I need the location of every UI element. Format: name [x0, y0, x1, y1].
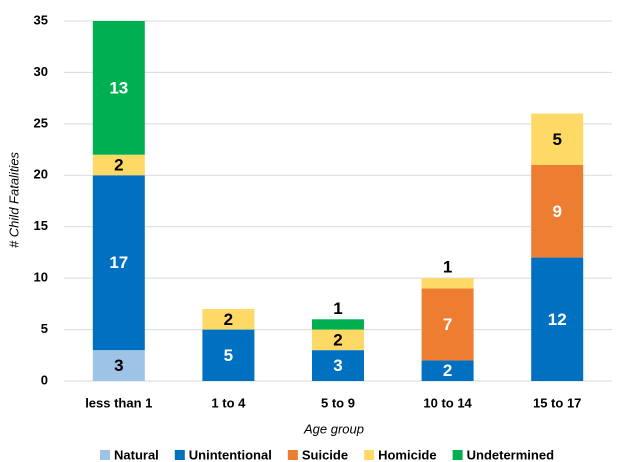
x-tick-label: 15 to 17: [533, 395, 581, 410]
data-label: 17: [109, 253, 128, 272]
y-axis-label: # Child Fatalities: [6, 151, 21, 248]
data-label: 2: [224, 310, 233, 329]
bar-segment: [312, 319, 364, 330]
y-tick-label: 15: [34, 218, 48, 233]
legend-swatch: [364, 450, 375, 460]
bar-segment: [312, 350, 364, 381]
data-label: 12: [548, 310, 567, 329]
data-label: 7: [443, 315, 452, 334]
legend-label: Unintentional: [189, 447, 272, 462]
legend-swatch: [452, 450, 463, 460]
bar-segment: [92, 175, 145, 351]
data-label: 13: [109, 78, 128, 97]
bar-segment: [202, 329, 255, 381]
x-tick-label: 5 to 9: [321, 395, 355, 410]
bar-segment: [531, 113, 584, 165]
bar-segment: [92, 154, 145, 176]
data-label: 2: [333, 330, 342, 349]
data-label: 2: [114, 155, 123, 174]
legend-label: Undetermined: [467, 447, 554, 462]
bar-segment: [531, 165, 584, 258]
x-tick-label: less than 1: [85, 395, 152, 410]
data-label: 3: [114, 356, 123, 375]
legend-label: Natural: [114, 447, 159, 462]
legend-swatch: [100, 450, 110, 460]
y-tick-label: 30: [34, 64, 48, 79]
legend-label: Homicide: [378, 447, 437, 462]
x-tick-label: 10 to 14: [423, 395, 472, 410]
data-label: 2: [443, 361, 452, 380]
y-tick-label: 35: [34, 12, 48, 27]
bar-segment: [312, 329, 364, 351]
bar-segment: [421, 288, 474, 361]
data-label: 3: [333, 356, 342, 375]
data-label: 5: [224, 346, 233, 365]
data-label: 1: [443, 258, 452, 277]
bar-segment: [421, 278, 474, 289]
data-label: 9: [552, 202, 561, 221]
y-tick-label: 5: [41, 321, 48, 336]
y-tick-label: 20: [34, 167, 48, 182]
x-tick-label: 1 to 4: [211, 395, 246, 410]
bar-segment: [202, 309, 255, 330]
legend-label: Suicide: [302, 447, 348, 462]
legend-swatch: [174, 450, 185, 460]
legend-swatch: [287, 450, 298, 460]
bar-segment: [531, 257, 584, 381]
bar-segment: [92, 350, 145, 381]
data-label: 5: [552, 130, 561, 149]
bar-segment: [92, 21, 145, 155]
data-label: 1: [333, 299, 342, 318]
y-tick-label: 10: [34, 270, 48, 285]
bar-segment: [421, 360, 474, 381]
x-axis-label: Age group: [303, 421, 364, 436]
y-tick-label: 25: [34, 115, 48, 130]
y-tick-label: 0: [41, 372, 48, 387]
